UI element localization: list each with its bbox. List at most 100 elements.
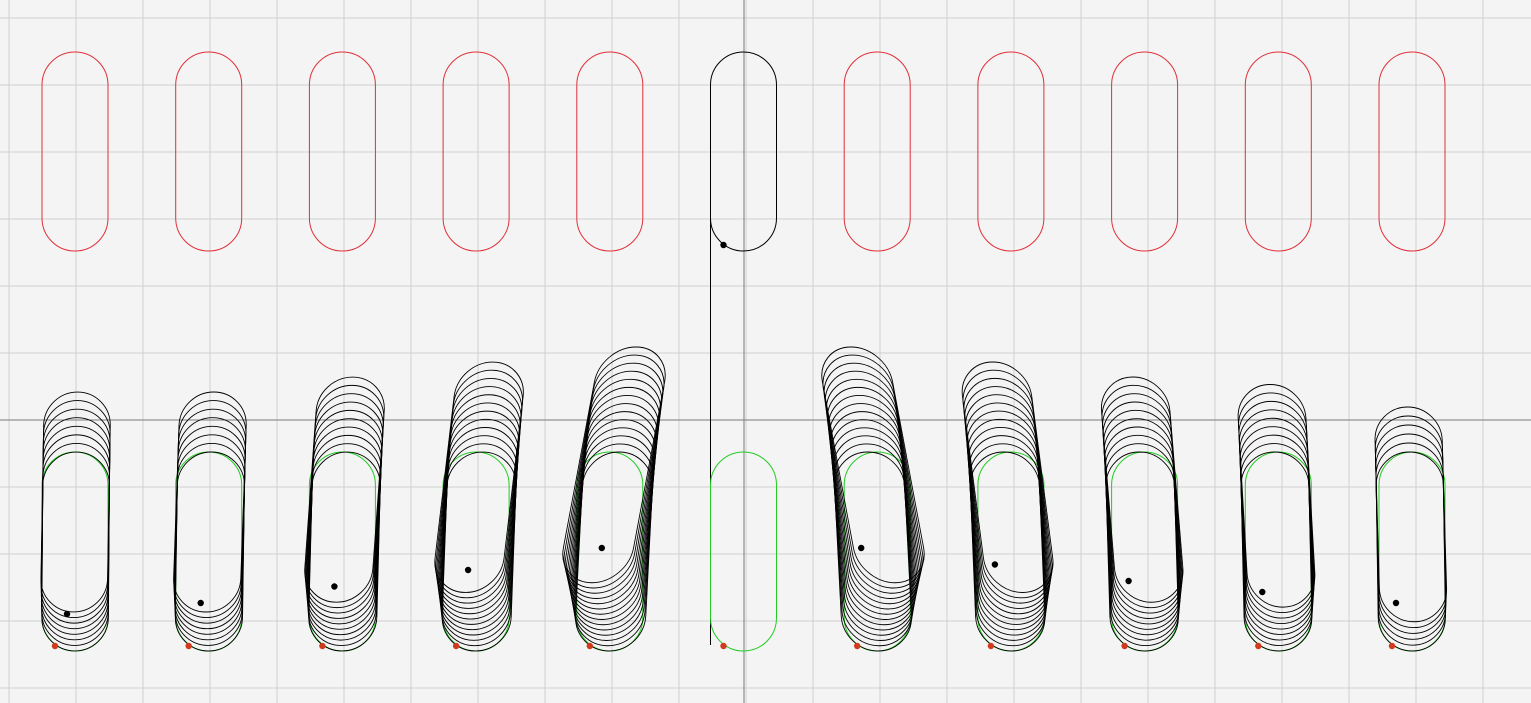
reference-shape[interactable]	[576, 51, 644, 252]
trajectory-loop	[964, 386, 1051, 609]
trajectory-loop	[306, 409, 383, 625]
result-shape-group[interactable]	[1099, 376, 1186, 652]
trajectory-loop	[962, 369, 1053, 599]
trajectory-loop	[564, 362, 664, 594]
trajectory-loop	[307, 443, 382, 647]
trajectory-loop	[1374, 406, 1448, 623]
reference-shape[interactable]	[1111, 51, 1179, 252]
trajectory-loop	[174, 425, 246, 635]
start-point-marker	[1255, 642, 1262, 650]
end-point-marker	[63, 610, 71, 618]
trajectory-loop	[40, 417, 111, 630]
trajectory-loop	[40, 400, 111, 619]
reference-shape[interactable]	[1378, 51, 1446, 252]
trajectory-loop	[307, 434, 382, 641]
reference-shapes-row	[41, 51, 1446, 645]
start-point-marker	[452, 642, 460, 650]
trajectory-loop	[571, 419, 657, 631]
trajectory-loop	[832, 435, 914, 641]
result-shape-group[interactable]	[302, 376, 386, 652]
trajectory-loop	[173, 400, 247, 619]
trajectory-loop	[305, 393, 384, 614]
trajectory-loop	[304, 376, 385, 603]
trajectory-loop	[572, 427, 656, 636]
trajectory-loop	[823, 362, 923, 594]
trajectory-loop	[825, 378, 921, 605]
trajectory-loop	[40, 391, 111, 613]
trajectory-loop	[41, 434, 111, 641]
trajectory-loop	[567, 387, 661, 610]
reference-shape[interactable]	[175, 51, 243, 252]
start-point-marker	[586, 642, 593, 650]
end-point-marker	[598, 544, 605, 552]
end-point-marker	[858, 544, 865, 552]
trajectory-loop	[173, 417, 246, 630]
result-shape-group[interactable]	[958, 361, 1057, 652]
trajectory-loop	[435, 369, 524, 599]
trajectory-loop	[826, 387, 920, 610]
reference-shape[interactable]	[843, 51, 911, 252]
start-point-marker	[720, 642, 727, 650]
trajectory-loop	[437, 394, 521, 615]
trajectory-loop	[41, 442, 110, 646]
trajectory-loop	[173, 408, 247, 624]
end-point-marker	[464, 566, 472, 574]
trajectory-loop	[821, 346, 925, 584]
trajectory-loop	[562, 346, 666, 584]
start-point-marker	[1121, 642, 1128, 650]
trajectory-loop	[568, 395, 660, 615]
result-shape-group[interactable]	[816, 346, 930, 652]
reference-shape[interactable]	[1244, 51, 1312, 252]
reference-shape[interactable]	[41, 51, 109, 252]
trajectory-loop	[435, 377, 523, 604]
trajectory-loop	[1101, 384, 1183, 609]
result-shape-group[interactable]	[40, 391, 111, 652]
trajectory-loop	[573, 435, 655, 641]
trajectory-loop	[304, 384, 385, 609]
trajectory-loop	[439, 418, 519, 631]
trajectory-loop	[438, 402, 521, 620]
start-point-marker	[1388, 642, 1396, 650]
trajectory-loop	[41, 425, 111, 635]
trajectory-loop	[305, 401, 384, 619]
trajectory-loop	[574, 443, 654, 647]
trajectory-loop	[40, 408, 111, 624]
trajectory-loop	[965, 394, 1051, 615]
trajectory-loop	[963, 377, 1052, 604]
trajectory-loop	[1101, 376, 1184, 603]
end-point-marker	[991, 561, 999, 568]
trajectory-loop	[441, 443, 517, 647]
trajectory-loop	[440, 435, 518, 641]
trajectory-loop	[569, 403, 659, 620]
start-point-marker	[51, 642, 59, 650]
result-shape-group[interactable]	[1374, 406, 1448, 652]
trajectory-loop	[438, 410, 520, 625]
trajectory-loop	[827, 395, 919, 615]
end-point-marker	[331, 583, 338, 590]
trajectory-loop	[436, 386, 522, 609]
trajectory-loop	[173, 391, 247, 613]
result-shape-group[interactable]	[431, 361, 527, 652]
trajectory-loop	[961, 361, 1054, 593]
result-shape-group[interactable]	[1236, 384, 1317, 652]
reference-shape[interactable]	[977, 51, 1045, 252]
result-shape-group[interactable]	[710, 451, 777, 652]
result-shape-group[interactable]	[557, 346, 671, 652]
trajectory-loop	[824, 370, 922, 599]
reference-shape[interactable]	[308, 51, 376, 252]
trajectory-loop	[822, 354, 924, 589]
start-point-marker	[987, 642, 995, 650]
trajectory-loop	[306, 418, 383, 630]
start-point-marker	[319, 642, 326, 650]
end-point-marker	[197, 599, 204, 607]
result-shape-group[interactable]	[172, 391, 247, 652]
trajectory-loop	[440, 427, 519, 636]
trajectory-loop	[565, 370, 663, 599]
reference-shape[interactable]	[442, 51, 510, 252]
start-point-marker	[185, 642, 192, 650]
end-point-marker	[1125, 577, 1132, 585]
trajectory-loop	[566, 378, 662, 605]
